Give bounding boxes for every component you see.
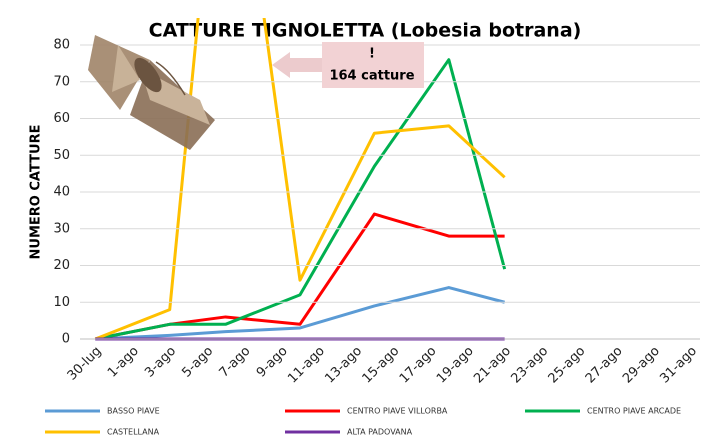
annotation-box <box>322 42 424 88</box>
legend-label: CENTRO PIAVE ARCADE <box>587 407 681 416</box>
chart-title: CATTURE TIGNOLETTA (Lobesia botrana) <box>149 20 582 42</box>
legend-label: CENTRO PIAVE VILLORBA <box>347 407 448 416</box>
y-tick-label: 10 <box>53 295 70 310</box>
y-tick-label: 80 <box>53 38 70 53</box>
y-tick-label: 50 <box>53 148 70 163</box>
series-line <box>95 286 506 341</box>
annotation-arrow <box>272 52 322 78</box>
y-tick-label: 70 <box>53 74 70 89</box>
plot-area <box>94 18 507 341</box>
y-tick-label: 30 <box>53 221 70 236</box>
y-tick-label: 20 <box>53 258 70 273</box>
annotation-mark: ! <box>369 47 375 62</box>
series-line <box>95 58 507 341</box>
y-tick-label: 60 <box>53 111 70 126</box>
y-tick-label: 0 <box>62 332 70 347</box>
series-line <box>94 18 506 341</box>
legend-label: CASTELLANA <box>107 428 160 435</box>
moth <box>88 35 215 150</box>
y-tick-label: 40 <box>53 185 70 200</box>
legend-label: BASSO PIAVE <box>107 407 160 416</box>
annotation-text: 164 catture <box>329 69 414 84</box>
y-axis-label: NUMERO CATTURE <box>29 125 44 260</box>
legend-label: ALTA PADOVANA <box>347 428 413 435</box>
annotation: ! 164 catture <box>272 42 424 88</box>
